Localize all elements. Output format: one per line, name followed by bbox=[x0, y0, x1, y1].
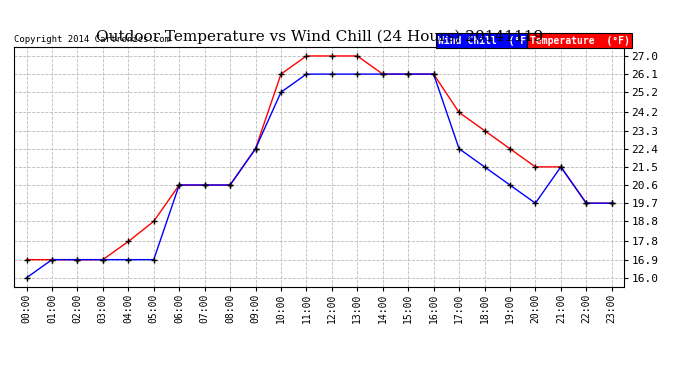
Text: Copyright 2014 Cartronics.com: Copyright 2014 Cartronics.com bbox=[14, 36, 170, 45]
Text: Wind Chill  (°F): Wind Chill (°F) bbox=[438, 36, 532, 46]
Text: Temperature  (°F): Temperature (°F) bbox=[530, 36, 630, 46]
Title: Outdoor Temperature vs Wind Chill (24 Hours) 20141119: Outdoor Temperature vs Wind Chill (24 Ho… bbox=[95, 30, 543, 44]
